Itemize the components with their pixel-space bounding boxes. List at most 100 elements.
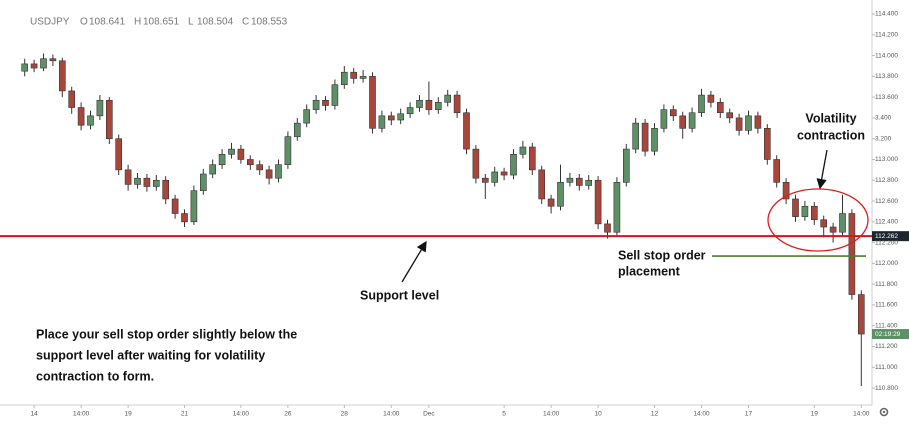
candle-body [152,179,160,187]
symbol: USDJPY [30,17,70,28]
annotation: placement [618,264,681,278]
x-tick-label: 14:00 [73,411,90,418]
candle-body [434,102,442,110]
y-tick-label: 114.000 [875,52,898,59]
candle-body [547,198,555,207]
candle-body [848,213,856,295]
candle-body [312,99,320,110]
annotation: contraction [797,128,865,142]
candle-body [801,205,809,217]
candle-body [810,205,818,221]
candle-body [463,112,470,150]
candle-body [660,109,668,129]
y-tick-label: 110.800 [875,385,898,392]
candle-body [378,115,386,129]
ohlc-value: 108.641 [89,17,126,28]
candle-body [181,213,188,223]
x-tick-label: 14:00 [853,411,870,418]
x-tick-label: 14:00 [693,411,710,418]
candle-body [510,153,517,176]
support-price-label: 112.262 [875,233,898,240]
countdown: 02:19:29 [875,331,901,338]
arrow [401,240,427,283]
ohlc-key: C [242,17,249,28]
y-tick-label: 112.800 [875,177,898,184]
x-tick-label: 14:00 [543,411,560,418]
candle-body [77,107,85,126]
candle-body [745,115,752,131]
candle-body [519,146,527,155]
candle-body [453,94,461,114]
candle-body [754,115,762,129]
candle-body [303,109,311,124]
candle-body [416,99,423,108]
ohlc-key: H [134,17,141,28]
candle-body [265,169,273,179]
x-tick-label: 5 [502,411,506,418]
candle-body [716,102,724,114]
ohlc-value: 108.553 [251,17,288,28]
annotation: Support level [360,288,439,302]
candle-body [246,159,254,165]
y-tick-label: 112.200 [875,239,898,246]
candle-body [87,115,94,126]
y-tick-label: 114.400 [875,11,898,18]
candle-body [218,153,226,165]
ohlc-key: O [80,17,88,28]
candle-body [190,190,198,223]
candle-body [491,171,499,183]
y-tick-label: 111.400 [875,322,898,329]
candle-body [21,63,29,72]
annotation: Place your sell stop order slightly belo… [36,327,297,341]
candle-body [284,136,292,165]
candle-body [162,179,170,200]
candle-body [641,122,649,152]
candle-body [237,148,245,160]
candle-body [698,94,705,114]
candle-body [134,177,141,185]
candle-body [256,164,264,171]
ohlc-key: L [188,17,194,28]
candle-body [30,63,38,69]
y-tick-label: 113.800 [875,73,898,80]
candle-body [425,99,433,110]
candle-body [293,122,301,137]
candle-body [397,113,405,121]
candle-body [679,115,687,129]
candle-body [444,94,452,103]
x-tick-label: 19 [811,411,819,418]
candle-body [604,223,611,233]
candle-body [340,71,348,85]
y-tick-label: 111.200 [875,343,898,350]
candle-body [538,169,546,200]
x-tick-label: 28 [341,411,349,418]
candle-body [820,219,828,228]
y-tick-label: 111.600 [875,302,898,309]
candle-body [857,294,865,335]
annotation: Sell stop order [618,248,706,262]
candles [21,53,865,386]
annotation: support level after waiting for volatili… [36,348,265,362]
y-tick-label: 113.600 [875,94,898,101]
candle-body [622,148,630,183]
y-tick-label: 111.800 [875,281,898,288]
candle-body [228,148,235,155]
ohlc-value: 108.504 [197,17,234,28]
settings-icon[interactable] [879,407,889,417]
candle-body [528,146,536,171]
price-box [872,231,909,242]
candle-body [763,128,771,160]
candle-body [594,179,602,225]
x-tick-label: 21 [181,411,189,418]
annotation: Volatility [805,111,856,125]
candle-body [359,76,367,79]
candle-body [566,177,574,183]
y-tick-label: 3.400 [875,115,892,122]
candle-body [369,76,376,129]
arrow [816,149,828,190]
candle-body [613,182,621,233]
candle-body [96,99,104,117]
candle-body [726,112,734,119]
candle-body [49,58,57,62]
x-tick-label: 14 [30,411,38,418]
